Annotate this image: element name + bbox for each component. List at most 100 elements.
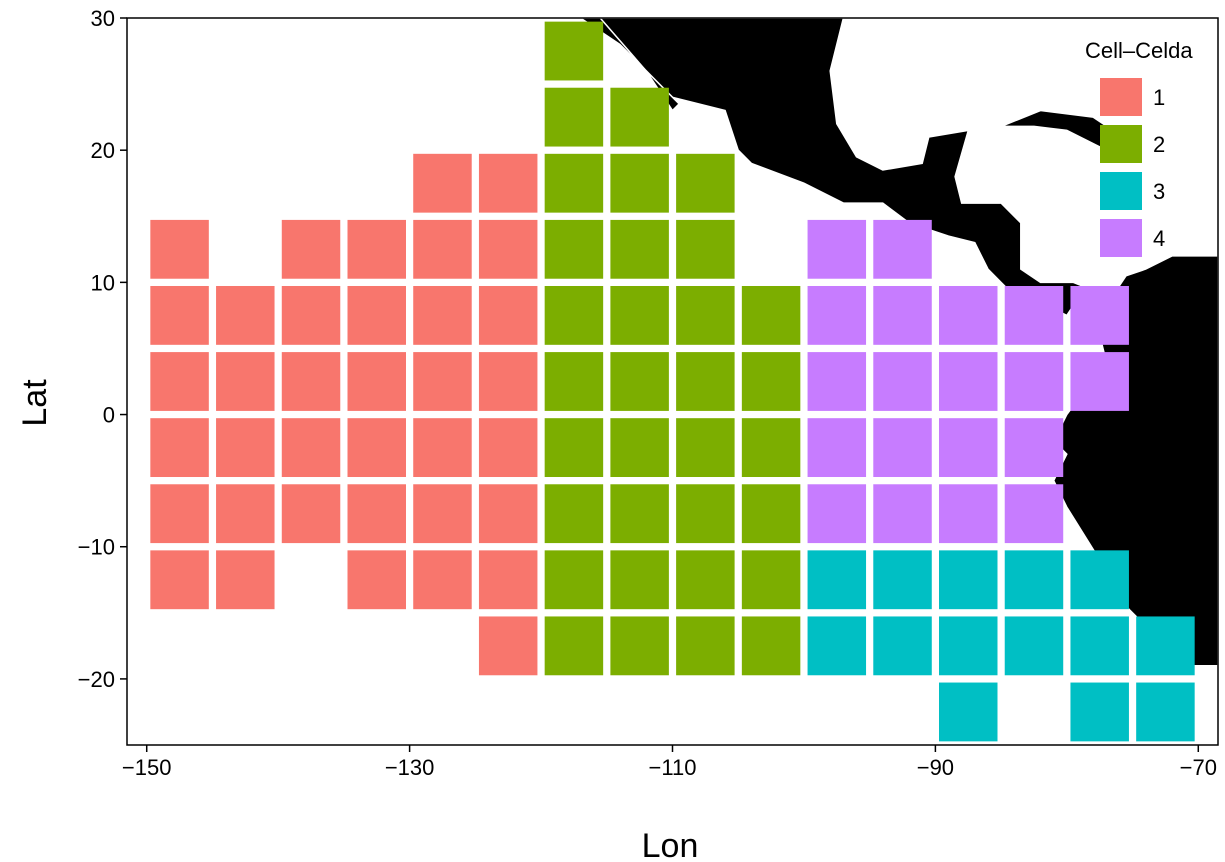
cell-2 xyxy=(544,87,604,147)
cell-2 xyxy=(676,352,735,411)
cell-1 xyxy=(216,484,275,544)
cell-2 xyxy=(610,418,669,478)
cell-4 xyxy=(807,285,867,345)
cell-2 xyxy=(544,219,604,279)
cell-1 xyxy=(413,352,472,411)
cell-4 xyxy=(939,484,998,544)
y-tick-label: 0 xyxy=(103,403,115,428)
cell-2 xyxy=(676,219,735,279)
y-tick-label: 10 xyxy=(91,270,115,295)
cell-1 xyxy=(216,285,275,345)
land-baja xyxy=(579,18,681,112)
cell-layer xyxy=(150,21,1195,742)
cell-1 xyxy=(216,418,275,478)
cell-1 xyxy=(347,352,406,411)
cell-1 xyxy=(413,484,472,544)
cell-2 xyxy=(544,285,604,345)
y-tick-label: 30 xyxy=(91,6,115,31)
y-axis-title: Lat xyxy=(16,379,54,427)
cell-1 xyxy=(413,153,472,213)
cell-3 xyxy=(1070,616,1129,676)
cell-2 xyxy=(544,418,604,478)
cell-1 xyxy=(216,352,275,411)
cell-2 xyxy=(610,87,669,147)
cell-3 xyxy=(939,616,998,676)
legend-key-4 xyxy=(1100,219,1142,257)
cell-1 xyxy=(281,219,341,279)
cell-4 xyxy=(807,352,867,411)
cell-2 xyxy=(676,484,735,544)
legend: Cell–Celda 1 2 3 4 xyxy=(1085,38,1193,257)
cell-2 xyxy=(741,616,801,676)
cell-3 xyxy=(807,616,867,676)
cell-2 xyxy=(610,285,669,345)
cell-1 xyxy=(478,616,538,676)
cell-1 xyxy=(150,484,209,544)
cell-2 xyxy=(610,352,669,411)
cell-2 xyxy=(610,219,669,279)
cell-4 xyxy=(939,352,998,411)
cell-3 xyxy=(1136,616,1195,676)
cell-2 xyxy=(741,352,801,411)
cell-1 xyxy=(216,550,275,610)
cell-2 xyxy=(676,550,735,610)
y-tick-label: −10 xyxy=(78,535,115,560)
cell-1 xyxy=(478,484,538,544)
x-tick-label: −90 xyxy=(917,755,954,780)
cell-2 xyxy=(544,352,604,411)
x-tick-label: −130 xyxy=(385,755,435,780)
cell-3 xyxy=(807,550,867,610)
cell-3 xyxy=(1004,616,1064,676)
cell-4 xyxy=(873,285,932,345)
cell-4 xyxy=(939,418,998,478)
y-tick-label: 20 xyxy=(91,138,115,163)
cell-1 xyxy=(150,550,209,610)
cell-2 xyxy=(741,418,801,478)
cell-1 xyxy=(150,352,209,411)
cell-3 xyxy=(939,550,998,610)
cell-2 xyxy=(741,484,801,544)
cell-3 xyxy=(873,550,932,610)
cell-3 xyxy=(1070,682,1129,742)
cell-1 xyxy=(413,418,472,478)
cell-2 xyxy=(741,285,801,345)
cell-1 xyxy=(413,285,472,345)
cell-2 xyxy=(676,153,735,213)
cell-4 xyxy=(873,418,932,478)
x-tick-label: −110 xyxy=(649,755,697,780)
cell-4 xyxy=(1004,352,1064,411)
cell-1 xyxy=(281,418,341,478)
cell-1 xyxy=(478,352,538,411)
cell-2 xyxy=(741,550,801,610)
cell-3 xyxy=(873,616,932,676)
cell-1 xyxy=(150,285,209,345)
cell-4 xyxy=(807,484,867,544)
cell-4 xyxy=(873,219,932,279)
legend-key-2 xyxy=(1100,125,1142,163)
legend-label: 4 xyxy=(1153,226,1165,251)
cell-2 xyxy=(544,153,604,213)
cell-1 xyxy=(478,550,538,610)
cell-2 xyxy=(676,616,735,676)
legend-label: 2 xyxy=(1153,132,1165,157)
cell-1 xyxy=(150,418,209,478)
cell-1 xyxy=(281,285,341,345)
cell-3 xyxy=(1070,550,1129,610)
cell-3 xyxy=(939,682,998,742)
cell-4 xyxy=(1004,418,1064,478)
legend-title: Cell–Celda xyxy=(1085,38,1193,63)
cell-4 xyxy=(1070,352,1129,411)
y-axis: 30 20 10 0 −10 −20 xyxy=(78,6,127,692)
cell-1 xyxy=(347,219,406,279)
cell-1 xyxy=(347,285,406,345)
cell-1 xyxy=(413,219,472,279)
cell-4 xyxy=(1004,484,1064,544)
cell-1 xyxy=(150,219,209,279)
cell-1 xyxy=(281,352,341,411)
cell-1 xyxy=(478,418,538,478)
cell-1 xyxy=(478,219,538,279)
cell-2 xyxy=(544,550,604,610)
cell-4 xyxy=(1070,285,1129,345)
cell-1 xyxy=(347,484,406,544)
cell-4 xyxy=(873,352,932,411)
